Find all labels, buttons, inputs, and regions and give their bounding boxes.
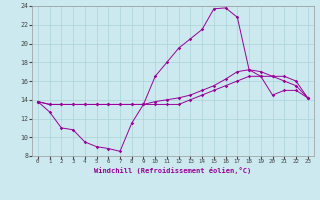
X-axis label: Windchill (Refroidissement éolien,°C): Windchill (Refroidissement éolien,°C) xyxy=(94,167,252,174)
